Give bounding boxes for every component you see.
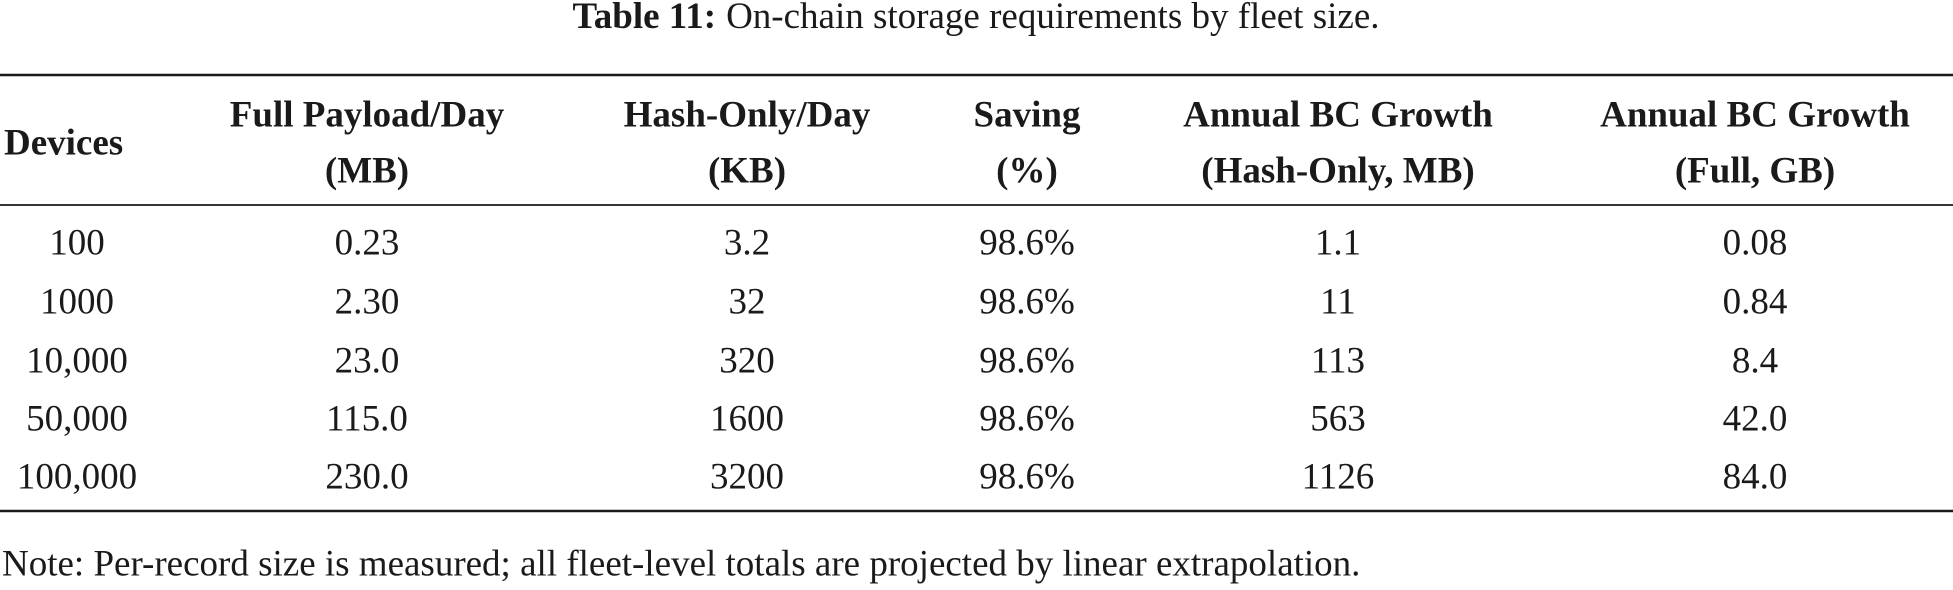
- table-cell: 1.1: [1315, 222, 1361, 263]
- table-cell: 50,000: [26, 398, 128, 439]
- caption-text: On-chain storage requirements by fleet s…: [726, 0, 1379, 37]
- table-cell: 100,000: [17, 456, 137, 497]
- header-cell: (MB): [325, 150, 409, 191]
- header-cell: Full Payload/Day: [230, 94, 505, 135]
- table-cell: 98.6%: [979, 340, 1075, 381]
- table-cell: 3.2: [724, 222, 770, 263]
- table-cell: 98.6%: [979, 222, 1075, 263]
- table-cell: 84.0: [1723, 456, 1788, 497]
- table-cell: 1000: [40, 281, 114, 322]
- table-cell: 0.84: [1723, 281, 1788, 322]
- table-cell: 1600: [710, 398, 784, 439]
- header-cell: (%): [996, 150, 1058, 191]
- table-cell: 0.08: [1723, 222, 1788, 263]
- header-cell: (Hash-Only, MB): [1201, 150, 1474, 191]
- header-cell: Saving: [974, 94, 1081, 135]
- table-cell: 2.30: [335, 281, 400, 322]
- table-cell: 230.0: [325, 456, 408, 497]
- table-cell: 3200: [710, 456, 784, 497]
- header-cell: Hash-Only/Day: [624, 94, 871, 135]
- header-cell: (Full, GB): [1675, 150, 1835, 191]
- table-cell: 98.6%: [979, 398, 1075, 439]
- table-cell: 320: [719, 340, 775, 381]
- header-cell: Devices: [4, 122, 123, 163]
- table-note: Note: Per-record size is measured; all f…: [2, 543, 1360, 584]
- table-cell: 1126: [1302, 456, 1375, 497]
- table-cell: 563: [1310, 398, 1366, 439]
- table-cell: 42.0: [1723, 398, 1788, 439]
- table-cell: 8.4: [1732, 340, 1778, 381]
- table-cell: 100: [49, 222, 105, 263]
- table-cell: 11: [1320, 281, 1356, 322]
- table-cell: 98.6%: [979, 456, 1075, 497]
- header-cell: Annual BC Growth: [1600, 94, 1910, 135]
- table-cell: 23.0: [335, 340, 400, 381]
- table-caption: Table 11: On-chain storage requirements b…: [572, 0, 1379, 37]
- table-cell: 0.23: [335, 222, 400, 263]
- table-cell: 98.6%: [979, 281, 1075, 322]
- caption-label: Table 11:: [572, 0, 716, 37]
- header-cell: (KB): [708, 150, 786, 191]
- table-cell: 32: [729, 281, 766, 322]
- table-cell: 10,000: [26, 340, 128, 381]
- table-cell: 115.0: [326, 398, 408, 439]
- header-cell: Annual BC Growth: [1183, 94, 1493, 135]
- table-cell: 113: [1311, 340, 1365, 381]
